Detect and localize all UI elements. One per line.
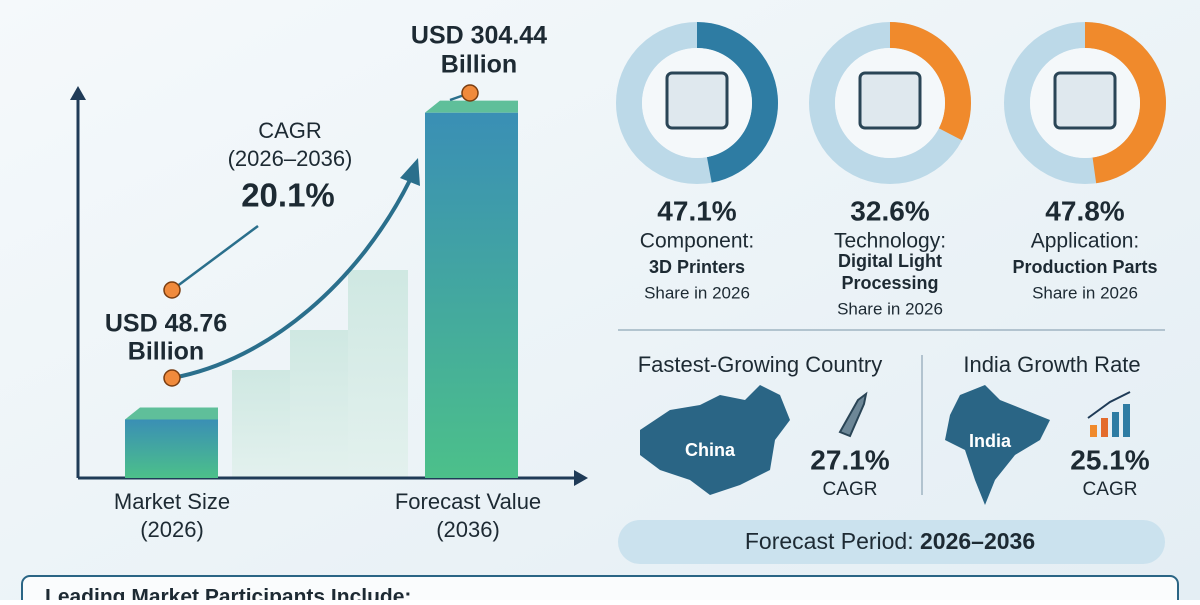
connector — [171, 224, 259, 292]
axis-arrow — [574, 470, 588, 486]
segment-value: 47.8% — [1045, 195, 1124, 226]
icon — [858, 71, 922, 130]
x-label: (2026) — [140, 517, 204, 542]
curve-arrow — [400, 158, 420, 186]
x-label: (2036) — [436, 517, 500, 542]
segment-note: Share in 2026 — [837, 299, 943, 318]
end-value: USD 304.44 — [411, 22, 547, 50]
participants-box — [21, 575, 1179, 605]
bar-top — [125, 407, 218, 420]
axis-arrow — [70, 86, 86, 100]
bar-top — [425, 100, 518, 113]
x-label: Market Size — [114, 489, 230, 514]
rocket-icon — [838, 391, 868, 438]
donut-arc — [1084, 22, 1166, 184]
growth-icon — [1087, 391, 1131, 437]
segment-name: Digital Light — [838, 251, 942, 271]
icon — [1053, 71, 1117, 130]
bar — [425, 112, 518, 478]
segment-note: Share in 2026 — [1032, 283, 1138, 302]
segment-value: 47.1% — [657, 195, 736, 226]
start-unit: Billion — [128, 338, 204, 366]
segment-value: 32.6% — [850, 195, 929, 226]
country-name: China — [685, 440, 736, 460]
deco-bar — [232, 370, 292, 478]
forecast-pill — [618, 520, 1165, 564]
marker — [461, 84, 479, 102]
country-unit: CAGR — [1083, 479, 1138, 500]
icon — [665, 71, 729, 130]
cagr-value: 20.1% — [241, 177, 335, 214]
cagr-period: (2026–2036) — [228, 146, 353, 171]
section-title: Fastest-Growing Country — [638, 352, 883, 377]
participants-title: Leading Market Participants Include: — [45, 586, 411, 600]
deco-bar — [348, 270, 408, 478]
segment-category: Application: — [1031, 230, 1140, 253]
segment-note: Share in 2026 — [644, 283, 750, 302]
segment-category: Technology: — [834, 230, 946, 253]
country-unit: CAGR — [823, 479, 878, 500]
section-title: India Growth Rate — [963, 352, 1140, 377]
forecast-years: 2026–2036 — [920, 528, 1035, 554]
marker — [163, 369, 181, 387]
segment-name: Production Parts — [1012, 257, 1157, 277]
marker — [163, 281, 181, 299]
donut-arc — [696, 22, 778, 183]
country-name: India — [969, 431, 1012, 451]
segment-category: Component: — [640, 230, 754, 253]
cagr-title: CAGR — [258, 118, 322, 143]
segment-name: 3D Printers — [649, 257, 745, 277]
country-value: 27.1% — [810, 444, 889, 475]
donut-arc — [889, 22, 971, 141]
growth-curve — [171, 179, 412, 380]
country-value: 25.1% — [1070, 444, 1149, 475]
india-map — [945, 385, 1050, 505]
bar — [125, 419, 218, 478]
forecast-label: Forecast Period: — [745, 528, 914, 554]
deco-bar — [290, 330, 350, 478]
start-value: USD 48.76 — [105, 310, 227, 338]
forecast-period: Forecast Period: 2026–2036 — [745, 528, 1035, 554]
end-unit: Billion — [441, 51, 517, 79]
china-map — [640, 385, 790, 495]
x-label: Forecast Value — [395, 489, 541, 514]
segment-name: Processing — [841, 273, 938, 293]
